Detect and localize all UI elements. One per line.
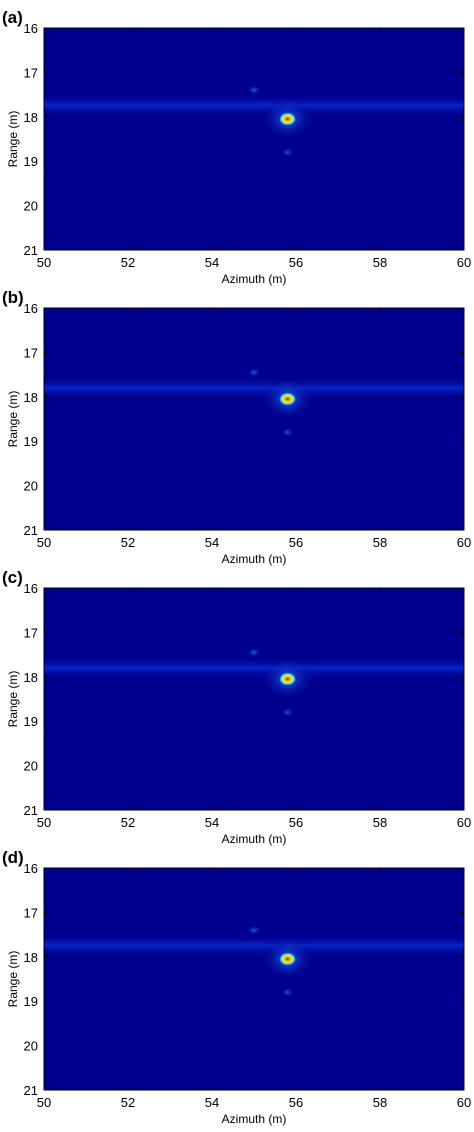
heatmap-chart: 50 52 54 56 58 60 16 17 18 19 20 21 Azimuth (m) Range… xyxy=(6,21,471,286)
y-tick-label: 17 xyxy=(24,625,38,640)
x-tick-label: 60 xyxy=(457,535,471,550)
x-tick-label: 50 xyxy=(37,815,51,830)
y-tick-label: 20 xyxy=(24,199,38,214)
x-tick-label: 52 xyxy=(121,1095,135,1110)
clutter-stripe xyxy=(44,94,464,117)
clutter-stripe xyxy=(44,656,464,679)
x-tick-label: 58 xyxy=(373,1095,387,1110)
x-tick-label: 58 xyxy=(373,535,387,550)
clutter-stripe xyxy=(44,934,464,957)
x-tick-label: 60 xyxy=(457,815,471,830)
panel-label: (d) xyxy=(2,848,24,867)
panel-label: (c) xyxy=(2,568,23,587)
subplot-c: (c) 50 52 54 56 58 60 16 17 18 19 20 21 Azimuth (m) R… xyxy=(0,568,474,852)
x-axis-label: Azimuth (m) xyxy=(222,832,287,846)
y-tick-label: 16 xyxy=(24,301,38,316)
x-tick-label: 50 xyxy=(37,255,51,270)
subplot-a: (a) 50 52 54 56 58 60 16 17 18 19 20 21 Azimuth (m) R… xyxy=(0,8,474,292)
y-tick-label: 21 xyxy=(24,523,38,538)
y-axis-label: Range (m) xyxy=(6,391,20,448)
subplot-d: (d) 50 52 54 56 58 60 16 17 18 19 20 21 Azimuth (m) R… xyxy=(0,848,474,1132)
weak-spot xyxy=(280,987,295,998)
x-tick-label: 54 xyxy=(205,815,219,830)
y-tick-label: 17 xyxy=(24,65,38,80)
x-tick-label: 52 xyxy=(121,255,135,270)
x-tick-label: 52 xyxy=(121,535,135,550)
peak-point xyxy=(278,112,297,127)
plot-frame xyxy=(43,587,465,811)
y-tick-label: 21 xyxy=(24,803,38,818)
panel-label: (a) xyxy=(2,8,23,27)
heatmap-chart: 50 52 54 56 58 60 16 17 18 19 20 21 Azimuth (m) Range… xyxy=(6,301,471,566)
y-tick-label: 18 xyxy=(24,390,38,405)
y-tick-label: 17 xyxy=(24,345,38,360)
x-axis-label: Azimuth (m) xyxy=(222,1112,287,1126)
y-tick-label: 17 xyxy=(24,905,38,920)
y-tick-label: 19 xyxy=(24,994,38,1009)
x-tick-label: 54 xyxy=(205,255,219,270)
x-tick-label: 56 xyxy=(289,255,303,270)
y-tick-label: 21 xyxy=(24,1083,38,1098)
x-tick-label: 56 xyxy=(289,1095,303,1110)
x-tick-label: 58 xyxy=(373,255,387,270)
y-tick-label: 20 xyxy=(24,1039,38,1054)
x-tick-label: 56 xyxy=(289,815,303,830)
x-tick-label: 54 xyxy=(205,535,219,550)
clutter-stripe xyxy=(44,376,464,399)
peak-point xyxy=(278,392,297,407)
weak-spot xyxy=(247,647,261,658)
x-tick-label: 52 xyxy=(121,815,135,830)
y-tick-label: 19 xyxy=(24,434,38,449)
x-tick-label: 60 xyxy=(457,255,471,270)
x-tick-label: 60 xyxy=(457,1095,471,1110)
y-tick-label: 16 xyxy=(24,581,38,596)
weak-spot xyxy=(280,707,295,718)
peak-point xyxy=(278,672,297,687)
x-tick-label: 54 xyxy=(205,1095,219,1110)
panel-label: (b) xyxy=(2,288,24,307)
weak-spot xyxy=(247,925,261,936)
weak-spot xyxy=(247,85,261,96)
plot-background xyxy=(44,28,464,250)
y-axis-label: Range (m) xyxy=(6,671,20,728)
y-tick-label: 18 xyxy=(24,950,38,965)
peak-point xyxy=(278,952,297,967)
x-tick-label: 58 xyxy=(373,815,387,830)
y-tick-label: 19 xyxy=(24,714,38,729)
y-tick-label: 16 xyxy=(24,21,38,36)
subplot-b: (b) 50 52 54 56 58 60 16 17 18 19 20 21 Azimuth (m) R… xyxy=(0,288,474,572)
y-tick-label: 18 xyxy=(24,670,38,685)
y-tick-label: 21 xyxy=(24,243,38,258)
y-tick-label: 18 xyxy=(24,110,38,125)
weak-spot xyxy=(247,367,261,378)
weak-spot xyxy=(280,427,295,438)
y-tick-label: 19 xyxy=(24,154,38,169)
x-tick-label: 50 xyxy=(37,1095,51,1110)
x-axis-label: Azimuth (m) xyxy=(222,552,287,566)
plot-background xyxy=(44,868,464,1090)
plot-background xyxy=(44,308,464,530)
x-tick-label: 56 xyxy=(289,535,303,550)
plot-frame xyxy=(43,307,465,531)
heatmap-chart: 50 52 54 56 58 60 16 17 18 19 20 21 Azimuth (m) Range… xyxy=(6,581,471,846)
heatmap-chart: 50 52 54 56 58 60 16 17 18 19 20 21 Azimuth (m) Range… xyxy=(6,861,471,1126)
y-tick-label: 20 xyxy=(24,479,38,494)
weak-spot xyxy=(280,147,295,158)
x-tick-label: 50 xyxy=(37,535,51,550)
plot-frame xyxy=(43,867,465,1091)
y-tick-label: 20 xyxy=(24,759,38,774)
y-axis-label: Range (m) xyxy=(6,111,20,168)
plot-background xyxy=(44,588,464,810)
y-tick-label: 16 xyxy=(24,861,38,876)
plot-frame xyxy=(43,27,465,251)
y-axis-label: Range (m) xyxy=(6,951,20,1008)
x-axis-label: Azimuth (m) xyxy=(222,272,287,286)
